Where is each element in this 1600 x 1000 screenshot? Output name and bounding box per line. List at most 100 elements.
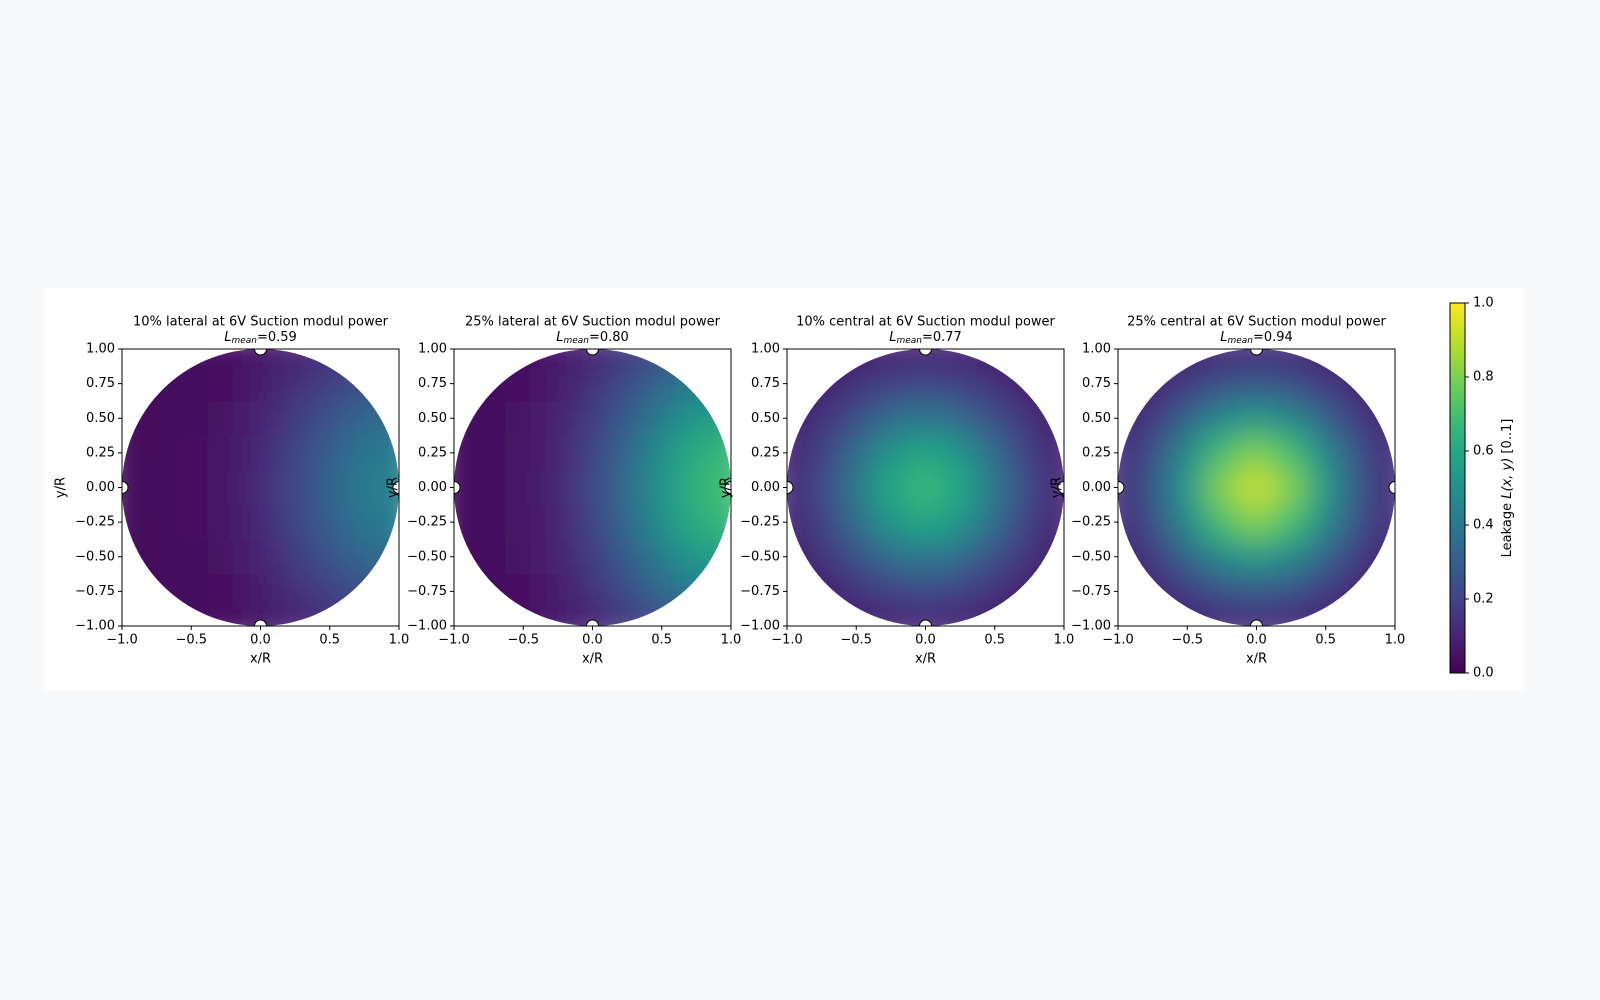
y-tick-label: 0.75 bbox=[751, 376, 780, 391]
heatmap-cell bbox=[574, 504, 611, 540]
heatmap-cell bbox=[242, 400, 279, 437]
colorbar-gradient bbox=[1449, 302, 1466, 674]
x-tick-label: −1.0 bbox=[1102, 633, 1134, 648]
heatmap-cell bbox=[277, 538, 313, 575]
points bbox=[454, 349, 731, 626]
subtitle-symbol: L bbox=[1220, 330, 1227, 345]
sensor-point bbox=[586, 349, 599, 356]
heatmap-cell bbox=[907, 608, 944, 626]
heatmap-cell bbox=[470, 435, 507, 471]
heatmap-cell bbox=[942, 400, 978, 437]
heatmap-cell bbox=[873, 365, 909, 402]
heatmap-cell bbox=[242, 435, 279, 471]
heatmap-cell bbox=[122, 469, 140, 506]
heatmap-cell bbox=[242, 469, 279, 506]
chart-title: 25% lateral at 6V Suction modul power bbox=[465, 315, 721, 330]
x-tick-label: 0.5 bbox=[984, 633, 1005, 648]
heatmap-cell bbox=[574, 573, 611, 610]
heatmap-cell bbox=[1273, 469, 1309, 506]
heatmap-cell bbox=[1307, 435, 1344, 471]
y-tick-label: 0.00 bbox=[1082, 480, 1111, 495]
subtitle: Lmean=0.59 bbox=[224, 330, 297, 346]
chart-title: 25% central at 6V Suction modul power bbox=[1127, 315, 1386, 330]
heatmap-cell bbox=[1011, 435, 1048, 471]
x-tick-label: 1.0 bbox=[389, 633, 410, 648]
colorbar-tick-label: 0.2 bbox=[1473, 592, 1494, 607]
points bbox=[787, 349, 1064, 626]
sensor-point bbox=[122, 481, 129, 494]
subtitle: Lmean=0.80 bbox=[556, 330, 629, 346]
colorbar: 0.0 0.2 0.4 0.6 0.8 1.0 Leakage L(x, y) [0..1] bbox=[1449, 296, 1515, 681]
heatmap-cell bbox=[242, 504, 279, 540]
heatmap-cell bbox=[1307, 538, 1344, 575]
points bbox=[122, 349, 399, 626]
heatmap-cell bbox=[1238, 608, 1275, 626]
x-tick-label: −0.5 bbox=[507, 633, 539, 648]
heatmap-cell bbox=[1238, 573, 1275, 610]
y-tick-label: −0.75 bbox=[740, 584, 780, 599]
points bbox=[1118, 349, 1395, 626]
y-tick-label: 0.25 bbox=[1082, 445, 1111, 460]
heatmap-cell bbox=[505, 504, 542, 540]
heatmap-cell bbox=[311, 400, 348, 437]
heatmap-cell bbox=[574, 400, 611, 437]
heatmap-cell bbox=[173, 538, 210, 575]
y-tick-label: 0.50 bbox=[751, 411, 780, 426]
x-tick-label: −1.0 bbox=[771, 633, 803, 648]
heatmap-cell bbox=[1204, 400, 1240, 437]
sensor-point bbox=[1250, 619, 1263, 626]
heatmap-cell bbox=[173, 469, 210, 506]
colorbar-tick-label: 1.0 bbox=[1473, 296, 1494, 311]
heatmap-cell bbox=[838, 469, 875, 506]
heatmap-cell bbox=[643, 400, 680, 437]
x-tick-label: 0.0 bbox=[1246, 633, 1267, 648]
sensor-point bbox=[1118, 481, 1125, 494]
heatmap-cell bbox=[540, 365, 576, 402]
heatmap-cell bbox=[609, 435, 645, 471]
heatmap-cell bbox=[942, 365, 978, 402]
heatmap-cell bbox=[381, 469, 399, 506]
heatmap-cell bbox=[173, 400, 210, 437]
heatmap-cell bbox=[1204, 469, 1240, 506]
heatmap-cell bbox=[540, 573, 576, 610]
heatmap-cell bbox=[208, 365, 244, 402]
heatmap-cell bbox=[1204, 504, 1240, 540]
y-axis-label: y/R bbox=[1050, 477, 1065, 498]
heatmap-cell bbox=[505, 400, 542, 437]
subtitle: Lmean=0.94 bbox=[1220, 330, 1293, 346]
y-tick-label: −0.50 bbox=[407, 549, 447, 564]
sensor-point bbox=[392, 481, 399, 494]
heatmap-cell bbox=[540, 538, 576, 575]
heatmap-cell bbox=[838, 538, 875, 575]
heatmap-cell bbox=[907, 435, 944, 471]
heatmap-cell bbox=[942, 469, 978, 506]
y-tick-label: −0.75 bbox=[75, 584, 115, 599]
heatmap-cell bbox=[1238, 400, 1275, 437]
heatmap-cell bbox=[1204, 538, 1240, 575]
y-tick-label: 1.00 bbox=[751, 342, 780, 357]
y-tick-label: −0.50 bbox=[75, 549, 115, 564]
heatmap-cell bbox=[1204, 435, 1240, 471]
heatmap-cell bbox=[574, 365, 611, 402]
heatmap-cell bbox=[277, 504, 313, 540]
y-tick-label: 0.50 bbox=[1082, 411, 1111, 426]
heatmap-cell bbox=[976, 469, 1013, 506]
subtitle-symbol: L bbox=[224, 330, 231, 345]
y-tick-label: 0.75 bbox=[1082, 376, 1111, 391]
subtitle-subscript: mean bbox=[563, 336, 589, 346]
heatmap-cell bbox=[208, 400, 244, 437]
heatmap-cell bbox=[609, 400, 645, 437]
y-tick-label: 0.00 bbox=[86, 480, 115, 495]
heatmap-cell bbox=[242, 573, 279, 610]
y-tick-label: 1.00 bbox=[418, 342, 447, 357]
heatmap-cell bbox=[311, 504, 348, 540]
heatmap-cell bbox=[242, 538, 279, 575]
heatmap-cell bbox=[540, 400, 576, 437]
heatmap-cell bbox=[574, 435, 611, 471]
y-tick-label: −0.25 bbox=[75, 515, 115, 530]
colorbar-label-part: [0..1] bbox=[1500, 419, 1515, 458]
sensor-point bbox=[1057, 481, 1064, 494]
heatmap-cell bbox=[242, 365, 279, 402]
heatmap-cell bbox=[138, 435, 175, 471]
